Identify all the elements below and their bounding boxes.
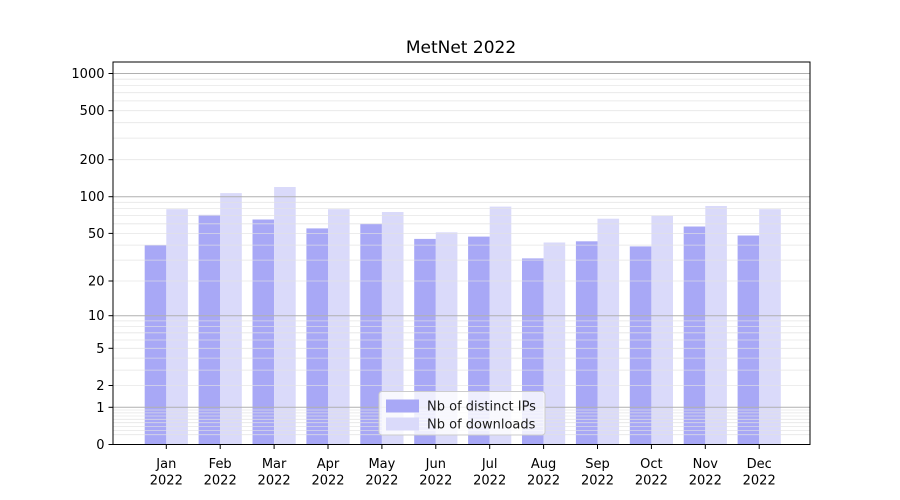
bar-downloads-nov [705,206,727,445]
x-tick-label-month: Aug [531,457,556,472]
legend-label-distinct-ips: Nb of distinct IPs [427,400,536,415]
x-tick-label-year: 2022 [419,474,452,489]
x-tick-label-month: Dec [747,457,772,472]
x-tick-label-year: 2022 [743,474,776,489]
x-tick-label-month: Feb [209,457,232,472]
bar-distinct-ips-mar [252,219,275,445]
x-tick-label-month: Jul [481,457,498,472]
x-tick-label-month: May [368,457,395,472]
bar-distinct-ips-feb [198,214,221,445]
plot-border [112,61,811,445]
legend: Nb of distinct IPs Nb of downloads [378,391,546,436]
x-tick-label-year: 2022 [473,474,506,489]
legend-swatch-distinct-ips [386,399,419,413]
x-tick-label-year: 2022 [365,474,398,489]
bar-distinct-ips-jan [144,245,167,445]
x-tick-label-month: Jan [155,457,176,472]
y-tick-label: 1 [96,401,104,416]
x-tick-label-year: 2022 [689,474,722,489]
x-tick-label-year: 2022 [204,474,237,489]
y-tick-label: 2 [96,379,104,394]
legend-label-downloads: Nb of downloads [427,418,536,433]
bar-downloads-feb [220,193,242,445]
bar-distinct-ips-sep [575,241,598,445]
x-tick-label-year: 2022 [150,474,183,489]
y-tick-label: 0 [96,438,104,453]
y-tick-label: 10 [88,309,105,324]
x-tick-label-year: 2022 [527,474,560,489]
y-tick-label: 5 [96,342,104,357]
x-tick-label-month: Sep [585,457,610,472]
x-tick-label-year: 2022 [258,474,291,489]
y-tick-label: 20 [88,275,105,290]
bar-downloads-jul [489,206,512,445]
minor-gridlines [113,78,810,436]
y-tick-label: 100 [80,190,105,205]
y-tick-label: 1000 [71,67,104,82]
x-tick-label-month: Nov [693,457,719,472]
bar-distinct-ips-nov [683,226,706,445]
bar-distinct-ips-may [360,223,382,445]
x-tick-label-month: Mar [262,457,287,472]
x-tick-label-month: Apr [317,457,340,472]
bar-downloads-oct [651,215,673,445]
bar-distinct-ips-oct [629,246,652,445]
bar-downloads-sep [597,218,620,445]
chart-title: MetNet 2022 [406,38,516,58]
legend-box [378,391,546,436]
y-tick-label: 50 [88,227,105,242]
y-tick-label: 200 [80,153,105,168]
x-tick-label-year: 2022 [581,474,614,489]
x-tick-label-year: 2022 [311,474,344,489]
legend-swatch-downloads [386,417,419,431]
y-tick-label: 500 [80,104,105,119]
bar-distinct-ips-apr [306,228,328,445]
bar-downloads-aug [543,242,566,445]
x-tick-label-month: Jun [425,457,446,472]
x-tick-label-month: Oct [640,457,662,472]
x-tick-label-year: 2022 [635,474,668,489]
x-axis: Jan 2022 Feb 2022 Mar 2022 Apr 2022 May 2022 Jun 20… [150,444,776,489]
bar-downloads-may [381,212,404,445]
